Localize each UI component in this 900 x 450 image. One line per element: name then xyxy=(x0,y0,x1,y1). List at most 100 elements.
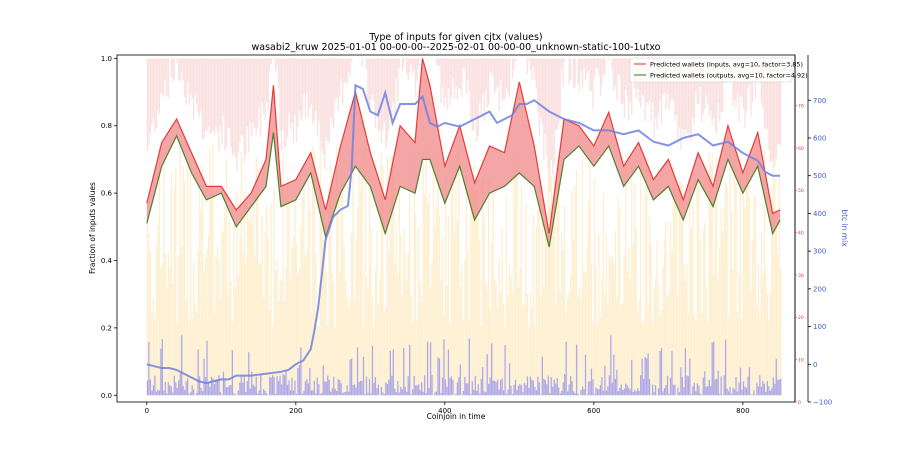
bar-mid xyxy=(194,302,196,396)
bar-top xyxy=(385,58,387,150)
bar-mid xyxy=(221,230,223,396)
bar-top xyxy=(209,58,211,135)
bar-top xyxy=(404,58,406,60)
bar-mid xyxy=(364,145,366,396)
bar-mid xyxy=(212,144,214,396)
bar-bottom xyxy=(699,393,701,396)
bar-bottom xyxy=(689,358,691,396)
bar-bottom xyxy=(340,383,342,396)
bar-mid xyxy=(339,273,341,396)
bar-top xyxy=(148,58,150,146)
bar-mid xyxy=(440,280,442,396)
bar-mid xyxy=(495,283,497,396)
bar-bottom xyxy=(373,382,375,396)
bar-mid xyxy=(331,273,333,396)
bar-mid xyxy=(400,234,402,396)
bar-mid xyxy=(319,142,321,396)
bar-mid xyxy=(172,284,174,396)
bar-top xyxy=(197,58,199,114)
bar-bottom xyxy=(303,390,305,396)
bar-top xyxy=(398,58,400,69)
bar-top xyxy=(246,58,248,128)
bar-mid xyxy=(613,263,615,396)
bar-mid xyxy=(255,156,257,396)
bar-top xyxy=(146,58,149,150)
bar-mid xyxy=(270,203,272,396)
bar-mid xyxy=(766,294,768,396)
bar-bottom xyxy=(738,382,740,396)
bar-mid xyxy=(380,152,383,396)
bar-bottom xyxy=(282,373,284,396)
bar-top xyxy=(774,58,776,167)
x-tick-label: 0 xyxy=(145,407,149,415)
bar-mid xyxy=(553,173,555,396)
bar-mid xyxy=(184,180,186,396)
bar-bottom xyxy=(499,379,502,396)
bar-bottom xyxy=(353,384,356,396)
bar-top xyxy=(216,58,219,133)
bar-top xyxy=(181,58,183,72)
bar-mid xyxy=(230,281,232,396)
bar-mid xyxy=(489,308,491,396)
bar-mid xyxy=(413,187,415,396)
bar-mid xyxy=(385,306,387,396)
bar-top xyxy=(680,58,682,151)
bar-top xyxy=(742,58,745,109)
bar-top xyxy=(312,58,314,125)
bar-mid xyxy=(346,296,348,396)
bar-mid xyxy=(355,238,357,396)
bar-bottom xyxy=(583,389,585,396)
bar-top xyxy=(546,58,548,156)
bar-mid xyxy=(534,324,536,396)
bar-top xyxy=(438,58,441,67)
bar-mid xyxy=(246,213,248,396)
bar-bottom xyxy=(488,383,490,396)
bar-top xyxy=(620,58,622,105)
bar-bottom xyxy=(687,376,690,396)
bar-top xyxy=(464,58,466,70)
bar-bottom xyxy=(708,379,710,396)
bar-mid xyxy=(242,251,244,396)
bar-mid xyxy=(370,228,372,396)
bar-mid xyxy=(626,272,628,396)
bar-mid xyxy=(681,183,684,396)
bar-top xyxy=(301,58,304,118)
bar-mid xyxy=(268,309,271,396)
bar-bottom xyxy=(610,335,612,396)
bar-mid xyxy=(774,178,776,396)
bar-top xyxy=(668,58,670,110)
bar-top xyxy=(476,58,478,142)
y2-tick-label: 500 xyxy=(813,172,826,180)
bar-mid xyxy=(675,193,678,396)
bar-mid xyxy=(322,240,324,396)
bar-bottom xyxy=(756,382,758,396)
bar-top xyxy=(708,58,710,116)
bar-mid xyxy=(307,180,310,396)
bar-bottom xyxy=(206,340,208,396)
bar-bottom xyxy=(270,377,272,396)
bar-bottom xyxy=(471,381,473,396)
bar-top xyxy=(215,58,217,127)
bar-mid xyxy=(467,248,469,396)
bar-top xyxy=(370,58,372,100)
bar-mid xyxy=(780,268,782,396)
bar-bottom xyxy=(486,354,488,396)
bar-top xyxy=(240,58,242,136)
bar-bottom xyxy=(587,381,590,396)
bar-mid xyxy=(602,193,605,396)
bar-mid xyxy=(154,318,156,396)
bar-bottom xyxy=(686,375,688,396)
bar-mid xyxy=(719,247,721,396)
bar-bottom xyxy=(383,393,386,396)
bar-mid xyxy=(248,219,250,396)
bar-mid xyxy=(166,286,168,396)
bar-top xyxy=(514,58,517,62)
bar-top xyxy=(192,58,195,120)
bar-mid xyxy=(711,153,713,396)
bar-top xyxy=(653,58,655,141)
bar-top xyxy=(212,58,214,131)
bar-mid xyxy=(747,162,749,396)
bar-bottom xyxy=(522,392,524,396)
bar-bottom xyxy=(727,391,730,396)
bar-bottom xyxy=(595,387,597,396)
